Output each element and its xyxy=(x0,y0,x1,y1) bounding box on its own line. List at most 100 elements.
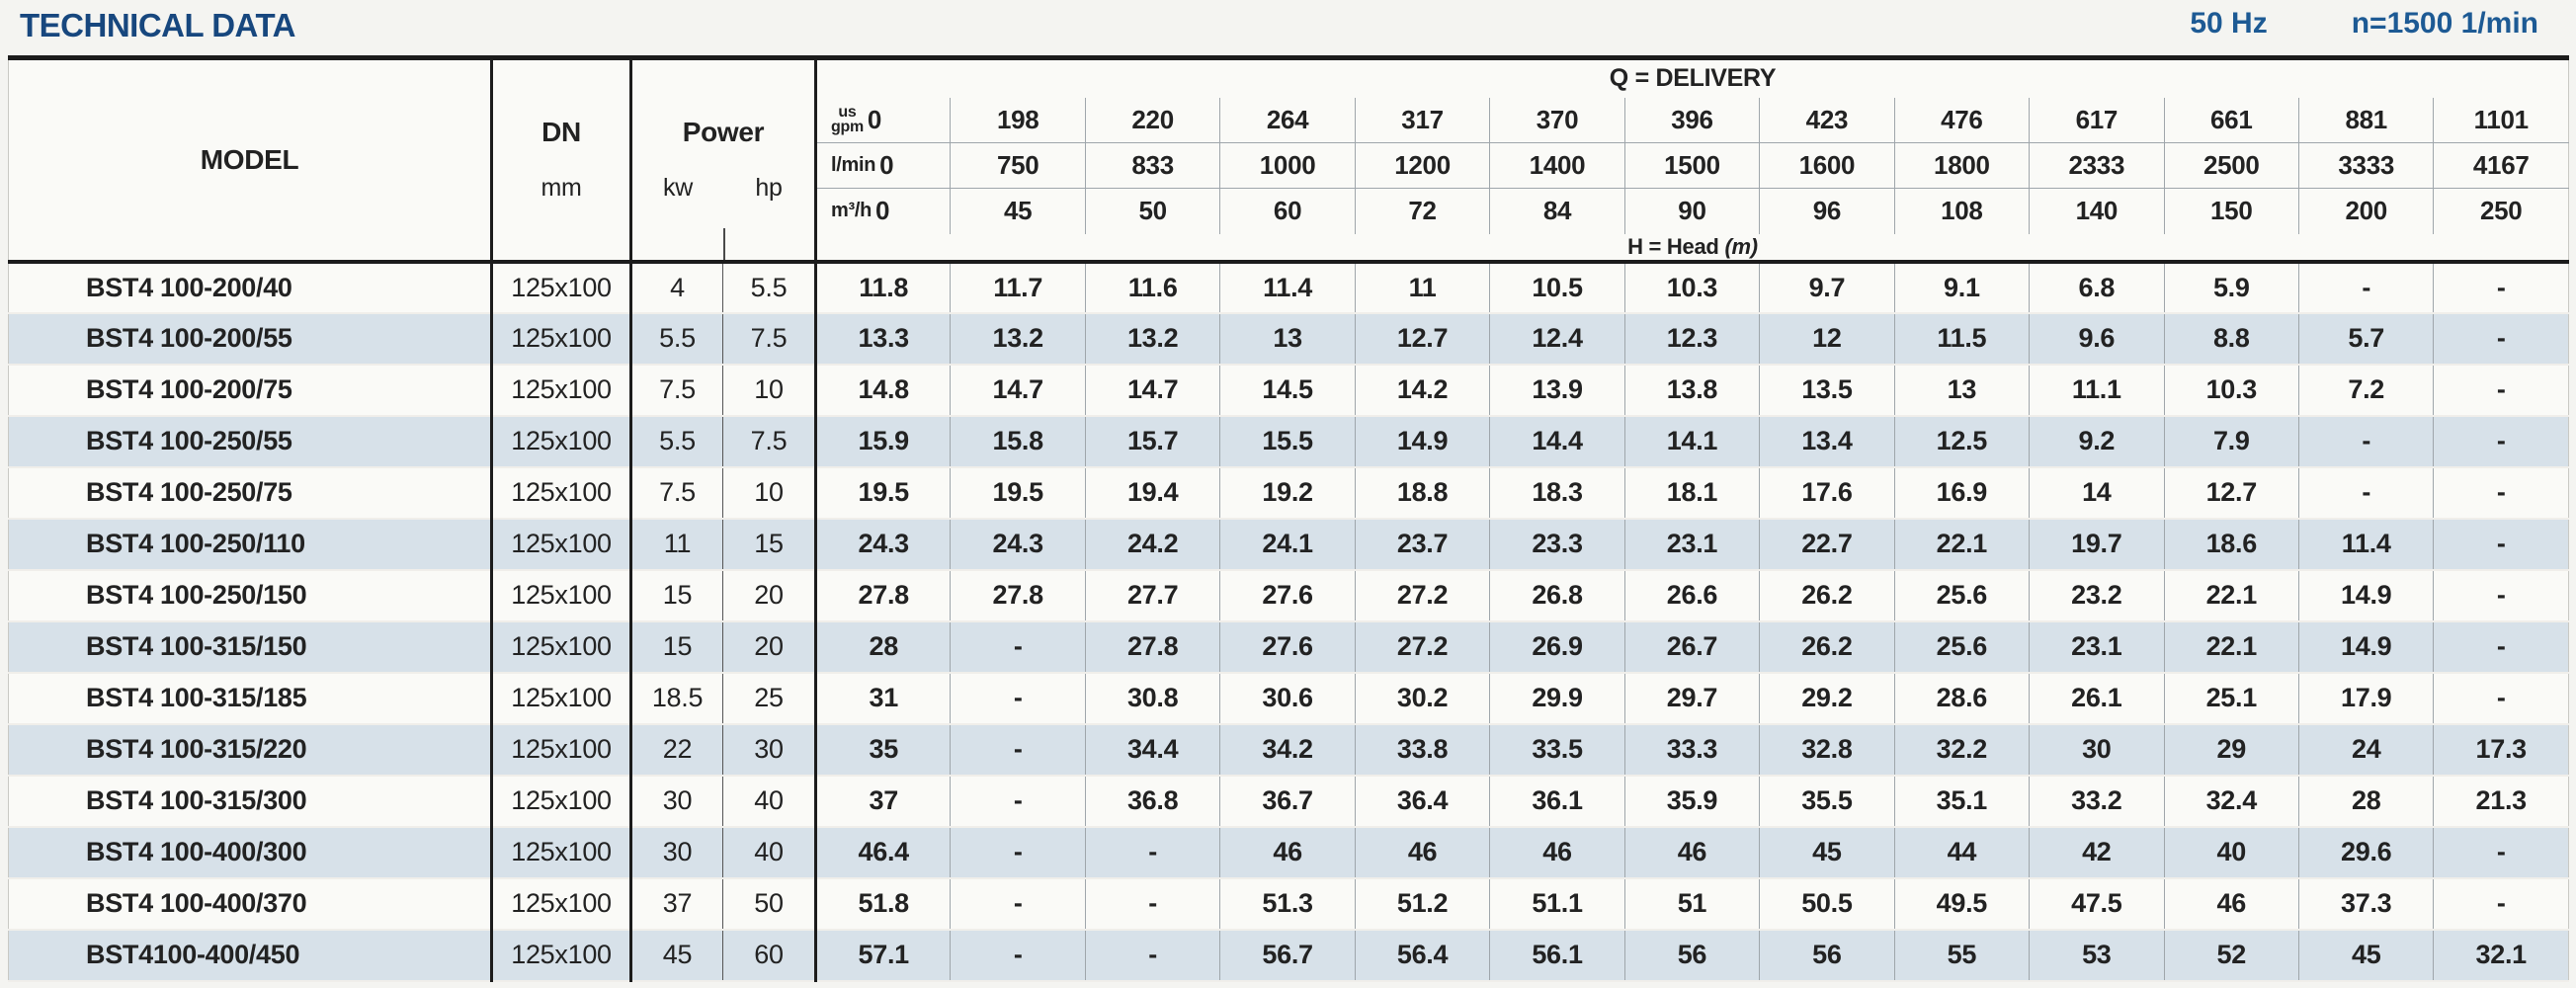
head-value-cell: 51.2 xyxy=(1355,877,1491,931)
lmin-unit-cell: l/min 0 xyxy=(815,142,952,189)
us-gpm-value: 317 xyxy=(1355,97,1491,143)
head-value-cell: 24.1 xyxy=(1219,518,1356,571)
head-value-cell: 22.1 xyxy=(2164,569,2299,622)
dn-cell: 125x100 xyxy=(491,364,632,417)
head-value-cell: - xyxy=(2298,261,2435,314)
dn-header-stack: DN mm xyxy=(493,62,629,258)
head-value-cell: 23.1 xyxy=(1624,518,1761,571)
model-cell: BST4 100-250/55 xyxy=(8,415,493,468)
kw-cell: 45 xyxy=(630,929,723,982)
us-gpm-value: 1101 xyxy=(2433,97,2569,143)
m3-h-value: 84 xyxy=(1489,188,1625,234)
head-value-cell: 12.4 xyxy=(1489,312,1625,366)
lmin-zero-value: 0 xyxy=(879,150,894,180)
hp-cell: 20 xyxy=(722,620,817,674)
head-value-cell: 27.8 xyxy=(1085,620,1221,674)
head-value-cell: 50.5 xyxy=(1759,877,1895,931)
delivery-lmin-row: l/min 0 750 833 1000 1200 1400 1500 1600 1800 23… xyxy=(9,142,2569,189)
lmin-unit-label: l/min xyxy=(831,154,876,176)
hp-cell: 40 xyxy=(722,775,817,828)
power-header-stack: Power kw hp xyxy=(632,62,814,258)
head-value-cell: - xyxy=(2433,672,2569,725)
head-value-cell: 25.6 xyxy=(1894,620,2031,674)
lmin-unit-inner: l/min 0 xyxy=(817,150,950,181)
head-value-cell: 14.9 xyxy=(2298,620,2435,674)
head-value-cell: 42 xyxy=(2029,826,2165,879)
head-value-cell: - xyxy=(2298,415,2435,468)
kw-unit-text: kw xyxy=(663,174,693,203)
head-value-cell: 30.8 xyxy=(1085,672,1221,725)
head-value-cell: - xyxy=(950,775,1086,828)
m3-h-value: 140 xyxy=(2029,188,2165,234)
head-value-cell: 13 xyxy=(1894,364,2031,417)
table-row: BST4 100-315/185 125x100 18.5 25 31-30.8 30.6… xyxy=(8,672,2569,725)
model-cell: BST4 100-315/150 xyxy=(8,620,493,674)
head-value-cell: 17.9 xyxy=(2298,672,2435,725)
m3-h-value: 60 xyxy=(1219,188,1356,234)
head-value-cell: 53 xyxy=(2029,929,2165,982)
head-value-cell: 27.2 xyxy=(1355,620,1491,674)
kw-cell: 7.5 xyxy=(630,466,723,520)
us-gpm-value: 476 xyxy=(1894,97,2031,143)
dn-header-text: DN xyxy=(541,117,581,148)
head-value-cell: 36.7 xyxy=(1219,775,1356,828)
head-value-cell: 23.7 xyxy=(1355,518,1491,571)
head-value-cell: - xyxy=(1085,929,1221,982)
model-cell: BST4 100-200/40 xyxy=(8,261,493,314)
hp-cell: 25 xyxy=(722,672,817,725)
head-value-cell: 56.7 xyxy=(1219,929,1356,982)
head-value-cell: - xyxy=(2433,826,2569,879)
head-value-cell: 12 xyxy=(1759,312,1895,366)
head-value-cell: 14.7 xyxy=(1085,364,1221,417)
head-value-cell: - xyxy=(2433,569,2569,622)
hp-cell: 5.5 xyxy=(722,261,817,314)
top-bar: TECHNICAL DATA 50 Hz n=1500 1/min xyxy=(0,0,2576,55)
head-value-cell: 33.8 xyxy=(1355,723,1491,777)
head-value-cell: - xyxy=(2433,518,2569,571)
head-value-cell: 15.7 xyxy=(1085,415,1221,468)
head-value-cell: 13.2 xyxy=(1085,312,1221,366)
head-value-cell: 46 xyxy=(1219,826,1356,879)
head-value-cell: 24.3 xyxy=(815,518,952,571)
delivery-section-header: Q = DELIVERY xyxy=(1609,64,1777,93)
head-value-cell: 32.8 xyxy=(1759,723,1895,777)
l-min-value: 750 xyxy=(950,142,1086,189)
head-value-cell: 45 xyxy=(1759,826,1895,879)
head-value-cell: 46 xyxy=(1489,826,1625,879)
head-value-cell: 11.4 xyxy=(1219,261,1356,314)
head-value-cell: 12.3 xyxy=(1624,312,1761,366)
head-value-cell: - xyxy=(1085,877,1221,931)
table-row: BST4 100-250/55 125x100 5.5 7.5 15.9 15.8 15.7… xyxy=(8,415,2569,468)
frequency-label: 50 Hz xyxy=(2190,7,2268,40)
m3-h-value: 108 xyxy=(1894,188,2031,234)
table-row: BST4 100-315/300 125x100 30 40 37-36.8 36.7 36… xyxy=(8,775,2569,828)
model-cell: BST4 100-250/75 xyxy=(8,466,493,520)
head-value-cell: 35.9 xyxy=(1624,775,1761,828)
l-min-value: 1400 xyxy=(1489,142,1625,189)
l-min-value: 1000 xyxy=(1219,142,1356,189)
head-value-cell: 26.1 xyxy=(2029,672,2165,725)
head-unit-text: (m) xyxy=(1724,233,1759,259)
head-value-cell: 25.1 xyxy=(2164,672,2299,725)
head-value-cell: - xyxy=(950,723,1086,777)
dn-cell: 125x100 xyxy=(491,877,632,931)
kw-cell: 5.5 xyxy=(630,415,723,468)
head-value-cell: 14.7 xyxy=(950,364,1086,417)
head-value-cell: 12.7 xyxy=(2164,466,2299,520)
head-value-cell: 36.8 xyxy=(1085,775,1221,828)
head-value-cell: 18.3 xyxy=(1489,466,1625,520)
head-value-cell: 13.3 xyxy=(815,312,952,366)
head-value-cell: 26.2 xyxy=(1759,569,1895,622)
head-value-cell: 36.1 xyxy=(1489,775,1625,828)
head-value-cell: 27.8 xyxy=(815,569,952,622)
kw-cell: 11 xyxy=(630,518,723,571)
delivery-gpm-row: us gpm 0 198 220 264 317 370 396 423 476 617 661 8… xyxy=(9,97,2569,143)
kw-cell: 22 xyxy=(630,723,723,777)
us-gpm-value: 617 xyxy=(2029,97,2165,143)
head-value-cell: 26.2 xyxy=(1759,620,1895,674)
head-value-cell: 8.8 xyxy=(2164,312,2299,366)
gpm-unit-inner: us gpm 0 xyxy=(817,104,950,134)
head-value-cell: 12.7 xyxy=(1355,312,1491,366)
us-gpm-value: 661 xyxy=(2164,97,2299,143)
head-value-cell: 32.1 xyxy=(2433,929,2569,982)
